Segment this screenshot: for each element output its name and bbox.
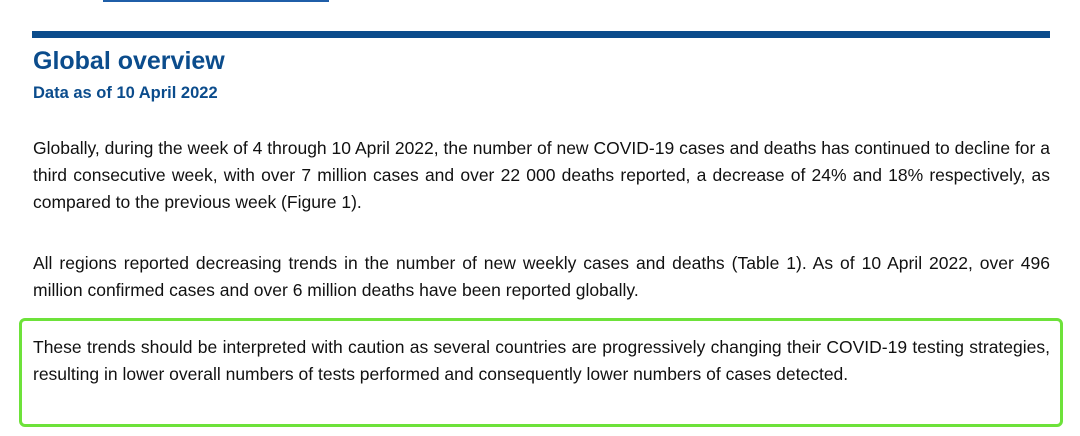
caution-highlight-box	[19, 318, 1063, 427]
caution-text: These trends should be interpreted with …	[33, 337, 1050, 384]
paragraph-regional-trend: All regions reported decreasing trends i…	[33, 253, 1050, 300]
section-divider-bar	[32, 31, 1050, 38]
section-title: Global overview	[33, 47, 225, 75]
section-date-subtitle: Data as of 10 April 2022	[33, 84, 218, 102]
link-underline-fragment	[103, 0, 329, 2]
paragraph-weekly-trend: Globally, during the week of 4 through 1…	[33, 138, 1050, 212]
